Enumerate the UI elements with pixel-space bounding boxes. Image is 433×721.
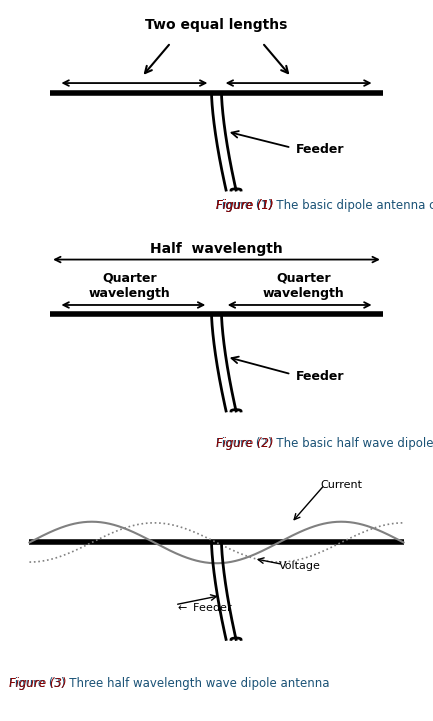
Text: Quarter
wavelength: Quarter wavelength (263, 272, 345, 299)
Text: Figure (2): Figure (2) (216, 437, 278, 450)
Text: $\leftarrow$ Feeder: $\leftarrow$ Feeder (175, 601, 233, 613)
Text: Voltage: Voltage (279, 560, 321, 570)
Text: Figure (1): Figure (1) (216, 199, 278, 212)
Text: Two equal lengths: Two equal lengths (145, 19, 288, 32)
Text: Figure (1): Figure (1) (216, 199, 278, 212)
Text: Feeder: Feeder (295, 370, 344, 383)
Text: Figure (1) The basic dipole antenna configuration: Figure (1) The basic dipole antenna conf… (216, 199, 433, 212)
Text: Current: Current (320, 480, 362, 490)
Text: Figure (3) Three half wavelength wave dipole antenna: Figure (3) Three half wavelength wave di… (9, 677, 329, 690)
Text: Half  wavelength: Half wavelength (150, 242, 283, 256)
Text: Figure (2) The basic half wave dipole antenna: Figure (2) The basic half wave dipole an… (216, 437, 433, 450)
Text: Feeder: Feeder (295, 143, 344, 156)
Text: Figure (3): Figure (3) (9, 677, 70, 690)
Text: Quarter
wavelength: Quarter wavelength (88, 272, 170, 299)
